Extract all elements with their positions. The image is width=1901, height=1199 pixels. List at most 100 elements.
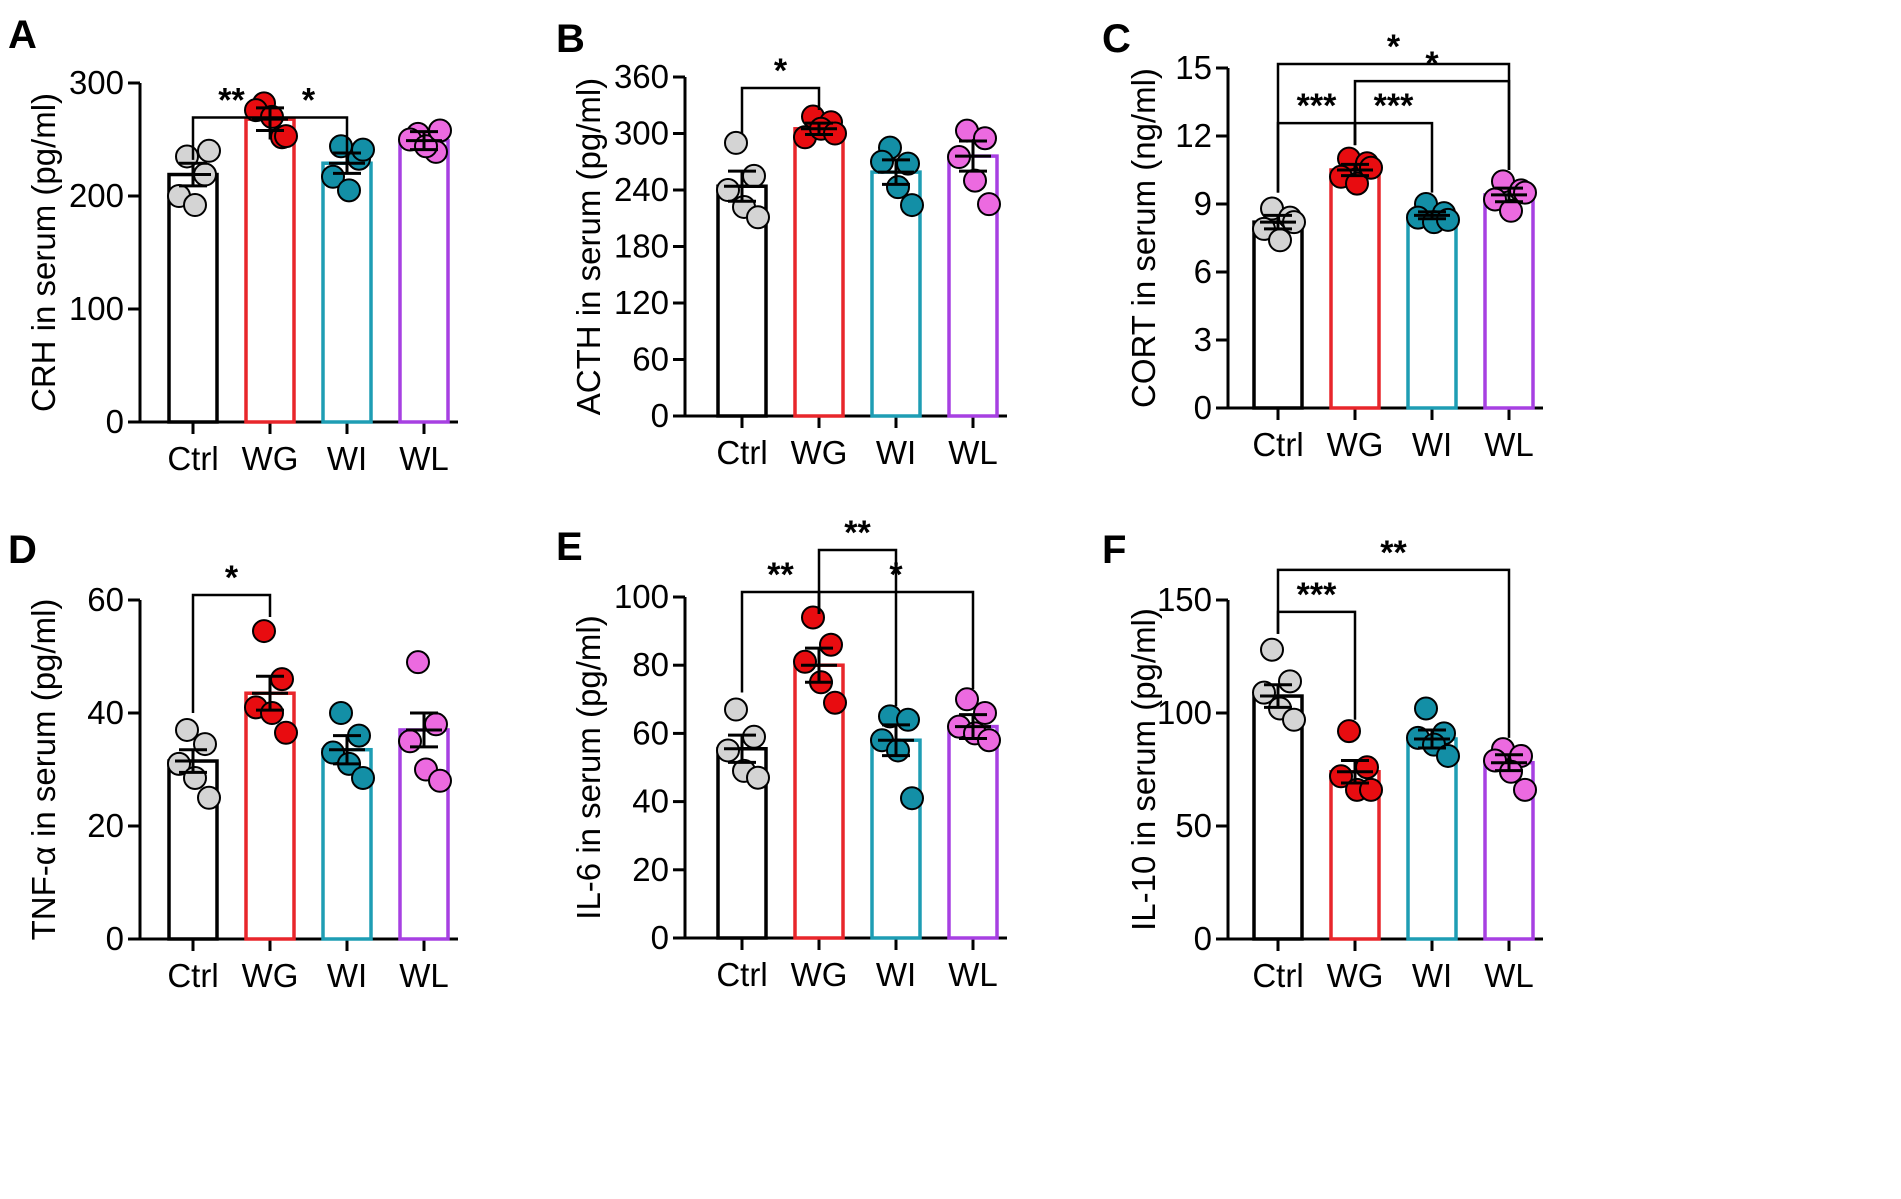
data-point [197, 785, 221, 810]
data-point [1278, 669, 1302, 694]
y-tick-label: 3 [1194, 321, 1212, 358]
panel-e: E IL-6 in serum (pg/ml) 0 20 40 60 80 100 Ctrl WG… [556, 514, 1007, 993]
data-point [1282, 707, 1306, 732]
x-tick-label-wl: WL [399, 440, 449, 477]
y-tick-label: 300 [69, 64, 124, 101]
x-tick-label-ctrl: Ctrl [167, 440, 218, 477]
data-point [724, 697, 748, 722]
panel-letter: E [556, 525, 583, 569]
data-point [1436, 743, 1460, 768]
x-tick-label-wi: WI [327, 440, 367, 477]
y-tick-label: 150 [1157, 581, 1212, 618]
significance-label: ** [844, 514, 871, 552]
data-point [819, 632, 843, 657]
data-point [1414, 696, 1438, 721]
panel-b: B ACTH in serum (pg/ml) 0 60 120 180 240 300 360… [556, 17, 1007, 471]
data-point [183, 193, 207, 218]
x-tick-label-ctrl: Ctrl [716, 956, 767, 993]
data-point [167, 751, 191, 776]
data-point [398, 729, 422, 754]
data-point [321, 164, 345, 189]
y-axis-title: TNF-α in serum (pg/ml) [25, 599, 62, 941]
y-tick-label: 0 [651, 397, 669, 434]
x-tick-label-wl: WL [948, 956, 998, 993]
x-tick-label-wl: WL [399, 957, 449, 994]
x-tick-label-wg: WG [791, 956, 848, 993]
y-tick-label: 240 [614, 171, 669, 208]
y-axis-title: IL-6 in serum (pg/ml) [570, 615, 607, 919]
data-point [183, 765, 207, 790]
x-tick-label-wl: WL [1484, 957, 1534, 994]
x-tick-label-ctrl: Ctrl [1252, 426, 1303, 463]
panel-letter: B [556, 17, 585, 61]
bar-ctrl [1252, 694, 1304, 941]
data-point [270, 667, 294, 692]
x-tick-label-wg: WG [1327, 426, 1384, 463]
y-tick-label: 20 [632, 851, 669, 888]
data-point [973, 126, 997, 151]
bar-wl [947, 724, 999, 940]
panel-a: A CRH in serum (pg/ml) 0 100 200 300 Ctrl WG WI W… [8, 13, 458, 477]
bar-ctrl [1252, 220, 1304, 410]
data-point [274, 124, 298, 149]
y-axis-title: CORT in serum (ng/ml) [1125, 68, 1162, 408]
x-tick-label-wi: WI [1412, 426, 1452, 463]
bar-wi [1406, 737, 1458, 941]
significance-bracket [1276, 568, 1511, 738]
y-tick-label: 12 [1175, 117, 1212, 154]
data-point [823, 690, 847, 715]
data-point [742, 724, 766, 749]
significance-label: *** [1297, 87, 1337, 125]
significance-bracket [268, 116, 349, 160]
data-point [793, 649, 817, 674]
x-tick-label-wi: WI [327, 957, 367, 994]
data-point [1513, 777, 1537, 802]
bar-wg [244, 117, 296, 424]
bar-wi [1406, 213, 1458, 410]
panel-letter: C [1102, 17, 1131, 61]
panel-letter: D [8, 528, 37, 572]
y-tick-label: 40 [87, 694, 124, 731]
data-point [1337, 719, 1361, 744]
bar-wg [793, 127, 845, 418]
x-tick-label-wg: WG [1327, 957, 1384, 994]
bar-wi [321, 161, 373, 424]
y-tick-label: 100 [1157, 694, 1212, 731]
data-point [977, 192, 1001, 217]
y-tick-label: 15 [1175, 49, 1212, 86]
significance-label: ** [767, 556, 794, 594]
data-point [252, 619, 276, 644]
y-axis-title: IL-10 in serum (pg/ml) [1125, 608, 1162, 931]
data-point [193, 732, 217, 757]
x-tick-label-ctrl: Ctrl [167, 957, 218, 994]
data-point [424, 712, 448, 737]
data-point [1345, 171, 1369, 196]
significance-label: * [302, 82, 316, 120]
panel-c: C CORT in serum (ng/ml) 0 3 6 9 12 15 Ctrl WG WI WL… [1102, 17, 1543, 463]
y-tick-label: 200 [69, 177, 124, 214]
x-tick-label-wi: WI [876, 434, 916, 471]
data-point [746, 205, 770, 230]
significance-label: * [889, 556, 903, 594]
data-point [963, 168, 987, 193]
x-tick-label-wl: WL [948, 434, 998, 471]
y-tick-label: 40 [632, 783, 669, 820]
significance-label: *** [1297, 576, 1337, 614]
x-tick-label-ctrl: Ctrl [1252, 957, 1303, 994]
data-point [260, 701, 284, 725]
y-tick-label: 0 [1194, 389, 1212, 426]
significance-bracket [191, 593, 272, 713]
y-tick-label: 360 [614, 58, 669, 95]
y-tick-label: 0 [651, 919, 669, 956]
data-point [801, 605, 825, 630]
data-point [1268, 228, 1292, 253]
bar-wl [1483, 193, 1535, 410]
y-tick-label: 60 [632, 341, 669, 378]
data-point [406, 650, 430, 675]
x-tick-label-wl: WL [1484, 426, 1534, 463]
significance-label: *** [1374, 87, 1414, 125]
data-point [900, 193, 924, 218]
y-tick-label: 6 [1194, 253, 1212, 290]
data-point [1499, 198, 1523, 223]
